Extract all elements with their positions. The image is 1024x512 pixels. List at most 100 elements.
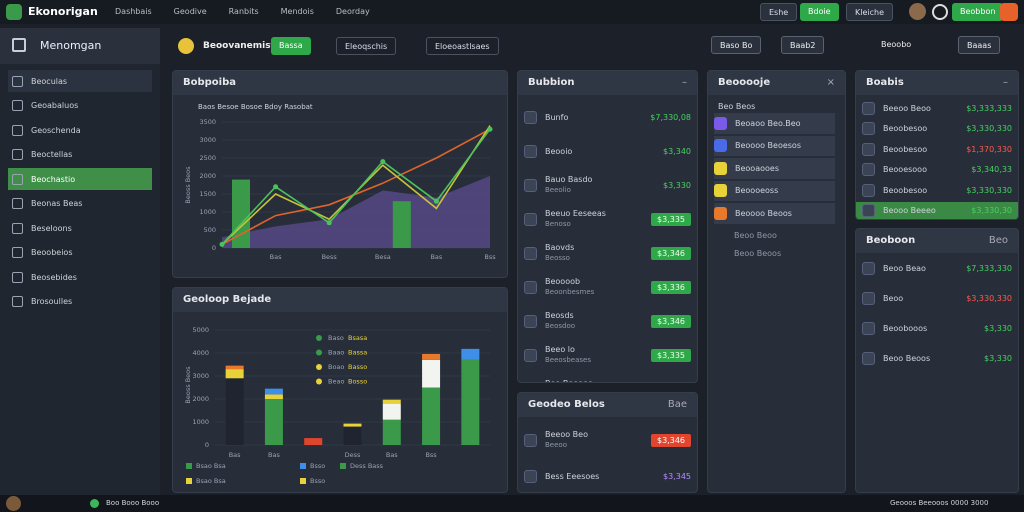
list-row[interactable]: Beoobesoo $1,370,330 bbox=[862, 140, 1012, 159]
sidebar-item[interactable]: Geoabaluos bbox=[8, 95, 152, 117]
list-row[interactable]: Beoooob Beoonbesmes $3,336 bbox=[524, 271, 691, 303]
list-row[interactable]: Beoooo Beoos bbox=[714, 203, 835, 224]
list-row[interactable]: Beeoo Beo Beeoo $3,346 bbox=[524, 423, 691, 457]
close[interactable]: × bbox=[826, 77, 835, 88]
item-icon bbox=[12, 100, 23, 111]
alert-icon[interactable] bbox=[1000, 3, 1018, 21]
label: Bunfo bbox=[545, 112, 569, 122]
nav-item[interactable]: Dashbais bbox=[115, 7, 152, 16]
sub-label: Beosso bbox=[545, 254, 570, 262]
toolbar-button[interactable]: Beoobo bbox=[881, 40, 912, 49]
nav-item[interactable]: Mendois bbox=[280, 7, 314, 16]
sidebar-item[interactable]: Beseloons bbox=[8, 217, 152, 239]
list-row[interactable]: Bess Eeesoes $3,345 bbox=[524, 459, 691, 492]
list-row[interactable]: Beooo Beeeo $3,330,30 bbox=[856, 201, 1018, 219]
list-row[interactable]: Beoaoo Beo.Beo bbox=[714, 113, 835, 134]
bar-panel: Geoloop Bejade bbox=[172, 287, 508, 493]
sidebar-item[interactable]: Geoschenda bbox=[8, 119, 152, 141]
row-value: $7,333,330 bbox=[966, 263, 1012, 273]
row-label: Bess Eeesoes bbox=[545, 471, 663, 482]
sidebar-item[interactable]: Beosebides bbox=[8, 266, 152, 288]
list-row[interactable]: Beeuo Eeseeas Benoso $3,335 bbox=[524, 203, 691, 235]
muted-item: Beoo Beoo bbox=[734, 231, 777, 240]
action-button[interactable]: Bdoie bbox=[800, 3, 839, 21]
list-row[interactable]: Bunfo $7,330,08 bbox=[524, 101, 691, 133]
collapse[interactable]: – bbox=[682, 77, 687, 88]
list-row[interactable]: Beeoo Beoo $3,333,333 bbox=[862, 99, 1012, 118]
list-row[interactable]: Bauo Basdo Beeolio $3,330 bbox=[524, 169, 691, 201]
label: Baovds bbox=[545, 243, 575, 252]
avatar[interactable] bbox=[909, 3, 926, 20]
collapse[interactable]: – bbox=[1003, 77, 1008, 88]
sidebar-item[interactable]: Brosoulles bbox=[8, 291, 152, 313]
row-icon bbox=[524, 469, 537, 483]
list-row[interactable]: Beooesooo $3,340,33 bbox=[862, 161, 1012, 180]
row-icon bbox=[862, 351, 875, 365]
dropdown[interactable]: Bae bbox=[667, 399, 687, 410]
row-value: $3,340 bbox=[663, 146, 691, 156]
balance-panel: Beoboon Beo Beoo Beao $7,333,330 Beoo $3,330,… bbox=[855, 228, 1019, 493]
sidebar-item[interactable]: Beoobeios bbox=[8, 242, 152, 264]
sidebar-header: Menomgan bbox=[0, 28, 160, 64]
nav-item[interactable]: Geodive bbox=[173, 7, 207, 16]
label: Bauo Basdo bbox=[545, 175, 593, 184]
taskbar-status: Geooos Beeooos 0000 3000 bbox=[890, 499, 989, 507]
tab[interactable]: Eloeoastlsaes bbox=[426, 37, 499, 55]
list-row[interactable]: Beoobooos $3,330 bbox=[862, 314, 1012, 342]
row-label: Beoobesoo bbox=[883, 144, 966, 155]
nav-item[interactable]: Ranbits bbox=[228, 7, 259, 16]
list-row[interactable]: Beosds Beosdoo $3,346 bbox=[524, 305, 691, 337]
search-button[interactable]: Eshe bbox=[760, 3, 798, 21]
row-value: $3,346 bbox=[651, 433, 691, 447]
row-label: Beoooo Beoos bbox=[735, 208, 835, 219]
sidebar-item[interactable]: Beoctellas bbox=[8, 144, 152, 166]
sidebar-item[interactable]: Beochastio bbox=[8, 168, 152, 190]
brand: Ekonorigan bbox=[28, 5, 98, 18]
item-icon bbox=[12, 75, 23, 87]
label: Beoooob bbox=[545, 277, 581, 286]
row-value: $3,335 bbox=[651, 348, 691, 362]
sidebar-title: Menomgan bbox=[40, 39, 102, 52]
label: Beeoo Beoo bbox=[883, 103, 931, 113]
item-label: Geoschenda bbox=[31, 125, 81, 135]
label: Beoo Beoos bbox=[883, 353, 931, 363]
info-icon[interactable] bbox=[932, 4, 948, 20]
list-row[interactable]: Beooio $3,340 bbox=[524, 135, 691, 167]
item-label: Beoobeios bbox=[31, 248, 73, 257]
sidebar-item[interactable]: Beoculas bbox=[8, 70, 152, 92]
menu-dropdown[interactable]: Kleiche bbox=[846, 3, 894, 21]
row-icon bbox=[524, 212, 537, 226]
tab[interactable]: Eleoqschis bbox=[336, 37, 397, 55]
item-label: Beoctellas bbox=[31, 150, 73, 159]
list-row[interactable]: Beoooeoss bbox=[714, 180, 835, 201]
list-row[interactable]: Beoobesoo $3,330,330 bbox=[862, 181, 1012, 200]
dropdown[interactable]: Beo bbox=[988, 235, 1008, 246]
list-row[interactable]: Beoooo Beoesos bbox=[714, 135, 835, 156]
label: Beoobooos bbox=[883, 323, 928, 333]
list-row[interactable]: Beooaooes bbox=[714, 158, 835, 179]
cta-button[interactable]: Beobbon bbox=[952, 3, 1004, 21]
item-icon bbox=[12, 222, 23, 234]
list-row[interactable]: Baovds Beosso $3,346 bbox=[524, 237, 691, 269]
tab[interactable]: Bassa bbox=[271, 37, 311, 55]
list-row[interactable]: Beoobesoo $3,330,330 bbox=[862, 120, 1012, 139]
row-value: $3,330,330 bbox=[966, 185, 1012, 195]
row-value: $3,330,330 bbox=[966, 293, 1012, 303]
row-icon bbox=[524, 314, 537, 328]
nav-item[interactable]: Deorday bbox=[335, 7, 370, 16]
list-row[interactable]: Beo BeeooeBeeoso$3,335 bbox=[524, 373, 691, 382]
row-label: Beooio bbox=[545, 146, 663, 157]
toolbar-button[interactable]: Baso Bo bbox=[711, 36, 762, 54]
sidebar-item[interactable]: Beonas Beas bbox=[8, 193, 152, 215]
toolbar-button[interactable]: Baaas bbox=[958, 36, 1001, 54]
taskbar-app[interactable]: Boo Booo Booo bbox=[106, 499, 160, 507]
list-row[interactable]: Beoo Beao $7,333,330 bbox=[862, 254, 1012, 282]
list-row[interactable]: Beeo lo Beeosbeases $3,335 bbox=[524, 339, 691, 371]
toolbar-button[interactable]: Baab2 bbox=[781, 36, 825, 54]
list-row[interactable]: Beoo $3,330,330 bbox=[862, 284, 1012, 312]
row-icon bbox=[714, 184, 727, 198]
row-icon bbox=[862, 261, 875, 275]
row-label: Beosds Beosdoo bbox=[545, 310, 651, 332]
list-row[interactable]: Beoo Beoos $3,330 bbox=[862, 344, 1012, 372]
user-icon[interactable] bbox=[6, 496, 21, 511]
